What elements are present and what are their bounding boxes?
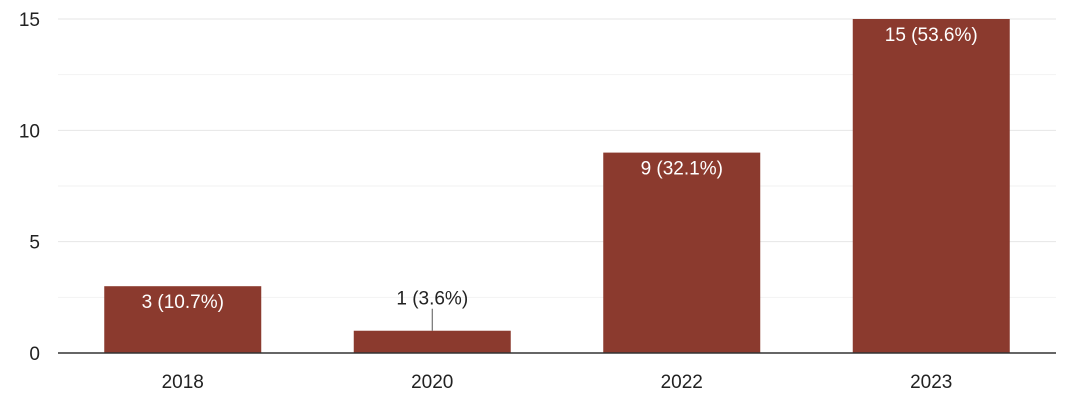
- bar-2023: [852, 19, 1010, 353]
- x-tick-label-2022: 2022: [661, 372, 703, 393]
- bar-2018: [104, 286, 262, 353]
- x-tick-label-2018: 2018: [162, 372, 204, 393]
- y-tick-label: 15: [19, 10, 40, 31]
- y-tick-label: 10: [19, 121, 40, 142]
- x-axis: 2018 2020 2022 2023: [58, 352, 1056, 393]
- x-tick-label-2023: 2023: [910, 372, 952, 393]
- data-label-2023: 15 (53.6%): [885, 25, 978, 46]
- y-tick-label: 0: [29, 344, 40, 365]
- bars: [104, 19, 1010, 353]
- x-tick-label-2020: 2020: [411, 372, 453, 393]
- bar-2022: [603, 152, 761, 353]
- y-axis: 0 5 10 15: [19, 10, 40, 365]
- data-label-2020: 1 (3.6%): [396, 289, 468, 310]
- data-labels: 3 (10.7%) 1 (3.6%) 9 (32.1%) 15 (53.6%): [142, 25, 978, 331]
- bar-2020: [353, 330, 511, 353]
- data-label-2022: 9 (32.1%): [641, 159, 723, 180]
- data-label-2018: 3 (10.7%): [142, 292, 224, 313]
- y-tick-label: 5: [29, 233, 40, 254]
